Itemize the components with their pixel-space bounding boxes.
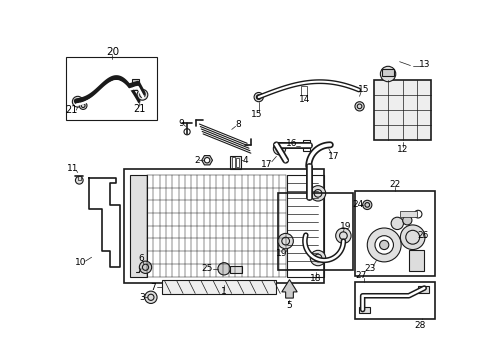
Polygon shape — [202, 156, 212, 165]
Bar — [417, 286, 428, 293]
Text: 18: 18 — [309, 274, 321, 283]
Bar — [354, 282, 434, 319]
Bar — [235, 158, 239, 167]
Bar — [373, 80, 430, 140]
Circle shape — [400, 225, 424, 249]
Text: 26: 26 — [416, 231, 427, 240]
Text: 28: 28 — [413, 320, 425, 329]
Circle shape — [204, 158, 209, 163]
Text: 6: 6 — [138, 253, 143, 262]
Circle shape — [310, 250, 325, 266]
Text: 19: 19 — [339, 222, 351, 231]
Text: 8: 8 — [235, 120, 240, 129]
Text: 4: 4 — [243, 156, 248, 165]
Text: 22: 22 — [388, 180, 400, 189]
Text: 14: 14 — [299, 95, 310, 104]
Circle shape — [254, 93, 263, 102]
Text: 23: 23 — [364, 264, 375, 273]
Text: 16: 16 — [285, 139, 297, 148]
Circle shape — [79, 102, 87, 109]
Text: 10: 10 — [75, 258, 86, 267]
Circle shape — [273, 143, 285, 155]
Bar — [277, 193, 353, 270]
Bar — [230, 266, 241, 274]
Bar — [78, 176, 81, 180]
Text: 27: 27 — [355, 271, 366, 280]
Bar — [131, 80, 139, 90]
Bar — [381, 69, 393, 76]
Circle shape — [218, 263, 230, 275]
Bar — [399, 211, 416, 217]
Circle shape — [75, 99, 81, 104]
Text: 7: 7 — [150, 283, 156, 292]
Circle shape — [402, 216, 411, 225]
Circle shape — [366, 228, 400, 262]
Bar — [301, 86, 306, 95]
Circle shape — [354, 102, 364, 111]
Bar — [408, 249, 424, 271]
Text: 24: 24 — [352, 201, 363, 210]
Text: 2: 2 — [194, 156, 200, 165]
Circle shape — [380, 66, 395, 82]
Circle shape — [335, 228, 350, 243]
Text: 21: 21 — [133, 104, 145, 114]
Polygon shape — [281, 280, 297, 298]
Bar — [354, 191, 434, 276]
Circle shape — [183, 129, 190, 135]
Bar — [358, 307, 369, 314]
Bar — [130, 175, 147, 276]
Circle shape — [75, 176, 83, 184]
Circle shape — [277, 233, 293, 249]
Text: 21: 21 — [65, 105, 78, 115]
Text: 13: 13 — [418, 60, 429, 69]
Text: 15: 15 — [251, 110, 263, 119]
Bar — [286, 175, 324, 276]
Text: 5: 5 — [286, 301, 292, 310]
Bar — [302, 140, 310, 151]
Circle shape — [379, 240, 388, 249]
Bar — [66, 57, 157, 120]
Text: 17: 17 — [328, 152, 339, 161]
Circle shape — [374, 236, 393, 254]
Text: 9: 9 — [179, 119, 184, 128]
Bar — [231, 157, 234, 168]
Circle shape — [72, 96, 83, 107]
Circle shape — [137, 89, 147, 100]
Circle shape — [144, 291, 157, 303]
Text: 25: 25 — [201, 264, 212, 273]
Text: 20: 20 — [105, 48, 119, 58]
Bar — [230, 156, 241, 170]
Circle shape — [390, 217, 403, 230]
Circle shape — [362, 200, 371, 210]
Text: 15: 15 — [358, 85, 369, 94]
Text: 3: 3 — [139, 293, 144, 302]
Text: 1: 1 — [221, 287, 226, 296]
Text: 11: 11 — [67, 164, 79, 173]
Circle shape — [139, 261, 151, 274]
Circle shape — [310, 186, 325, 201]
Bar — [162, 280, 276, 294]
Text: 19: 19 — [276, 249, 287, 258]
Bar — [123, 169, 324, 283]
Text: 17: 17 — [260, 159, 272, 168]
Text: 12: 12 — [396, 145, 407, 154]
